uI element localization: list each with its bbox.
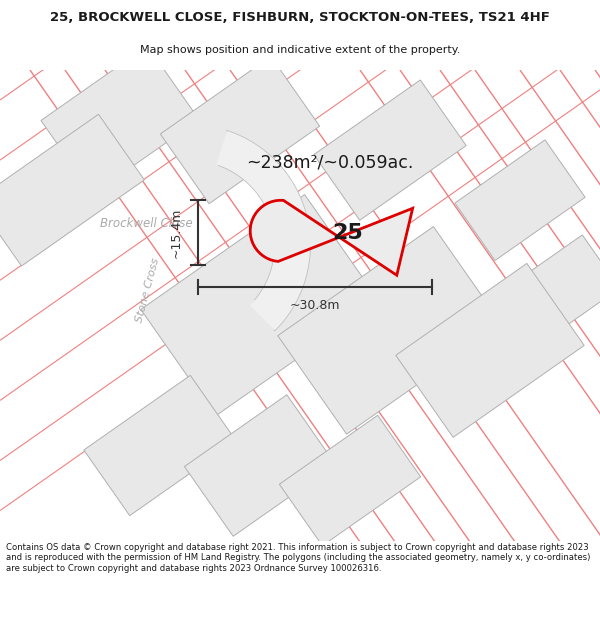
Text: Map shows position and indicative extent of the property.: Map shows position and indicative extent… <box>140 46 460 56</box>
Polygon shape <box>250 200 413 275</box>
Polygon shape <box>500 235 600 346</box>
Text: 25, BROCKWELL CLOSE, FISHBURN, STOCKTON-ON-TEES, TS21 4HF: 25, BROCKWELL CLOSE, FISHBURN, STOCKTON-… <box>50 11 550 24</box>
Text: Brockwell Close: Brockwell Close <box>100 217 193 230</box>
Text: Stone Cross: Stone Cross <box>134 257 161 324</box>
Text: 25: 25 <box>332 223 364 243</box>
Polygon shape <box>396 263 584 438</box>
Polygon shape <box>280 416 421 546</box>
Polygon shape <box>184 395 335 536</box>
Polygon shape <box>141 194 379 416</box>
Text: ~30.8m: ~30.8m <box>290 299 340 312</box>
Polygon shape <box>41 46 199 194</box>
Polygon shape <box>278 227 502 434</box>
Text: ~15.4m: ~15.4m <box>170 208 182 258</box>
Polygon shape <box>314 80 466 220</box>
Polygon shape <box>84 376 236 516</box>
Polygon shape <box>0 114 145 266</box>
Text: Contains OS data © Crown copyright and database right 2021. This information is : Contains OS data © Crown copyright and d… <box>6 543 590 572</box>
Polygon shape <box>455 140 585 261</box>
Polygon shape <box>216 131 310 330</box>
Polygon shape <box>160 56 320 204</box>
Text: ~238m²/~0.059ac.: ~238m²/~0.059ac. <box>247 153 413 171</box>
